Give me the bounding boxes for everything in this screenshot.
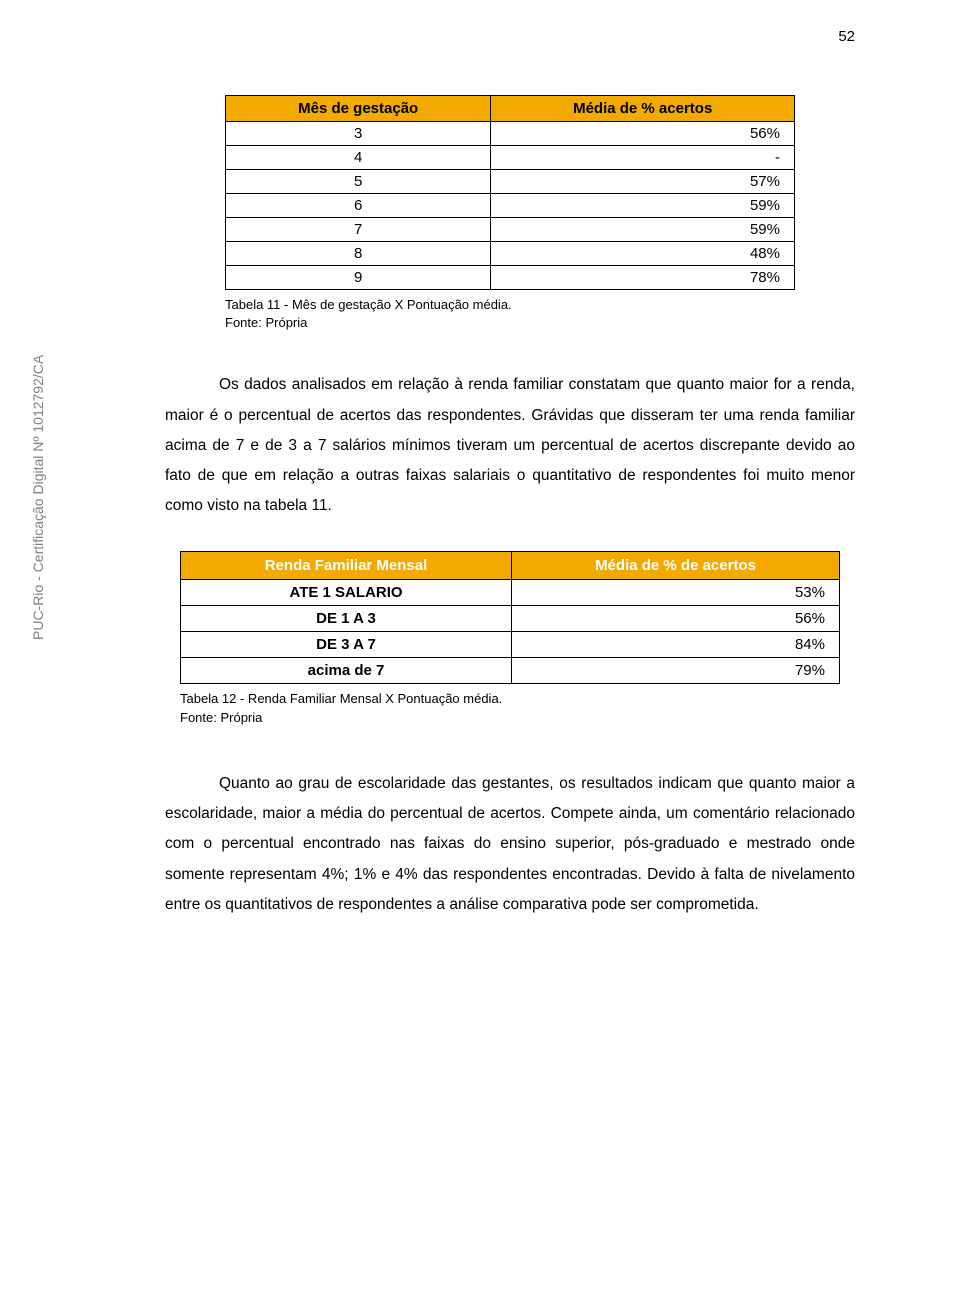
table-row: ATE 1 SALARIO53% xyxy=(181,580,840,606)
table-cell: DE 1 A 3 xyxy=(181,606,512,632)
table-cell: 4 xyxy=(226,146,491,170)
table-caption: Tabela 11 - Mês de gestação X Pontuação … xyxy=(225,296,855,332)
page-number: 52 xyxy=(838,28,855,45)
table-row: DE 1 A 356% xyxy=(181,606,840,632)
caption-line: Tabela 12 - Renda Familiar Mensal X Pont… xyxy=(180,691,502,706)
table-caption: Tabela 12 - Renda Familiar Mensal X Pont… xyxy=(180,690,855,726)
table-cell: 79% xyxy=(512,658,840,684)
table-cell: 59% xyxy=(491,218,795,242)
table-cell: 53% xyxy=(512,580,840,606)
table-cell: 5 xyxy=(226,170,491,194)
table-header-row: Renda Familiar Mensal Média de % de acer… xyxy=(181,552,840,580)
table-row: 659% xyxy=(226,194,795,218)
table-cell: 56% xyxy=(512,606,840,632)
table-cell: DE 3 A 7 xyxy=(181,632,512,658)
table-row: 557% xyxy=(226,170,795,194)
table-header-cell: Mês de gestação xyxy=(226,96,491,122)
table-cell: 48% xyxy=(491,242,795,266)
table-header-row: Mês de gestação Média de % acertos xyxy=(226,96,795,122)
table-row: acima de 779% xyxy=(181,658,840,684)
caption-line: Fonte: Própria xyxy=(180,710,262,725)
table-cell: 7 xyxy=(226,218,491,242)
table-cell: 84% xyxy=(512,632,840,658)
table-cell: 57% xyxy=(491,170,795,194)
body-paragraph: Os dados analisados em relação à renda f… xyxy=(165,370,855,521)
table-cell: 59% xyxy=(491,194,795,218)
table-cell: acima de 7 xyxy=(181,658,512,684)
sidebar-certification-label: PUC-Rio - Certificação Digital Nº 101279… xyxy=(30,355,46,640)
table-row: 978% xyxy=(226,266,795,290)
caption-line: Fonte: Própria xyxy=(225,315,307,330)
table-cell: 3 xyxy=(226,122,491,146)
table-row: 4- xyxy=(226,146,795,170)
table-row: 356% xyxy=(226,122,795,146)
table-renda: Renda Familiar Mensal Média de % de acer… xyxy=(180,551,840,684)
table-cell: 78% xyxy=(491,266,795,290)
table-row: 759% xyxy=(226,218,795,242)
table-cell: 9 xyxy=(226,266,491,290)
table-row: DE 3 A 784% xyxy=(181,632,840,658)
main-content: Mês de gestação Média de % acertos 356% … xyxy=(165,95,855,950)
table-gestacao: Mês de gestação Média de % acertos 356% … xyxy=(225,95,795,290)
table-cell: - xyxy=(491,146,795,170)
table-header-cell: Renda Familiar Mensal xyxy=(181,552,512,580)
table-cell: 56% xyxy=(491,122,795,146)
body-paragraph: Quanto ao grau de escolaridade das gesta… xyxy=(165,769,855,920)
table-cell: 6 xyxy=(226,194,491,218)
table-row: 848% xyxy=(226,242,795,266)
table-cell: 8 xyxy=(226,242,491,266)
table-cell: ATE 1 SALARIO xyxy=(181,580,512,606)
table-header-cell: Média de % acertos xyxy=(491,96,795,122)
caption-line: Tabela 11 - Mês de gestação X Pontuação … xyxy=(225,297,512,312)
table-header-cell: Média de % de acertos xyxy=(512,552,840,580)
